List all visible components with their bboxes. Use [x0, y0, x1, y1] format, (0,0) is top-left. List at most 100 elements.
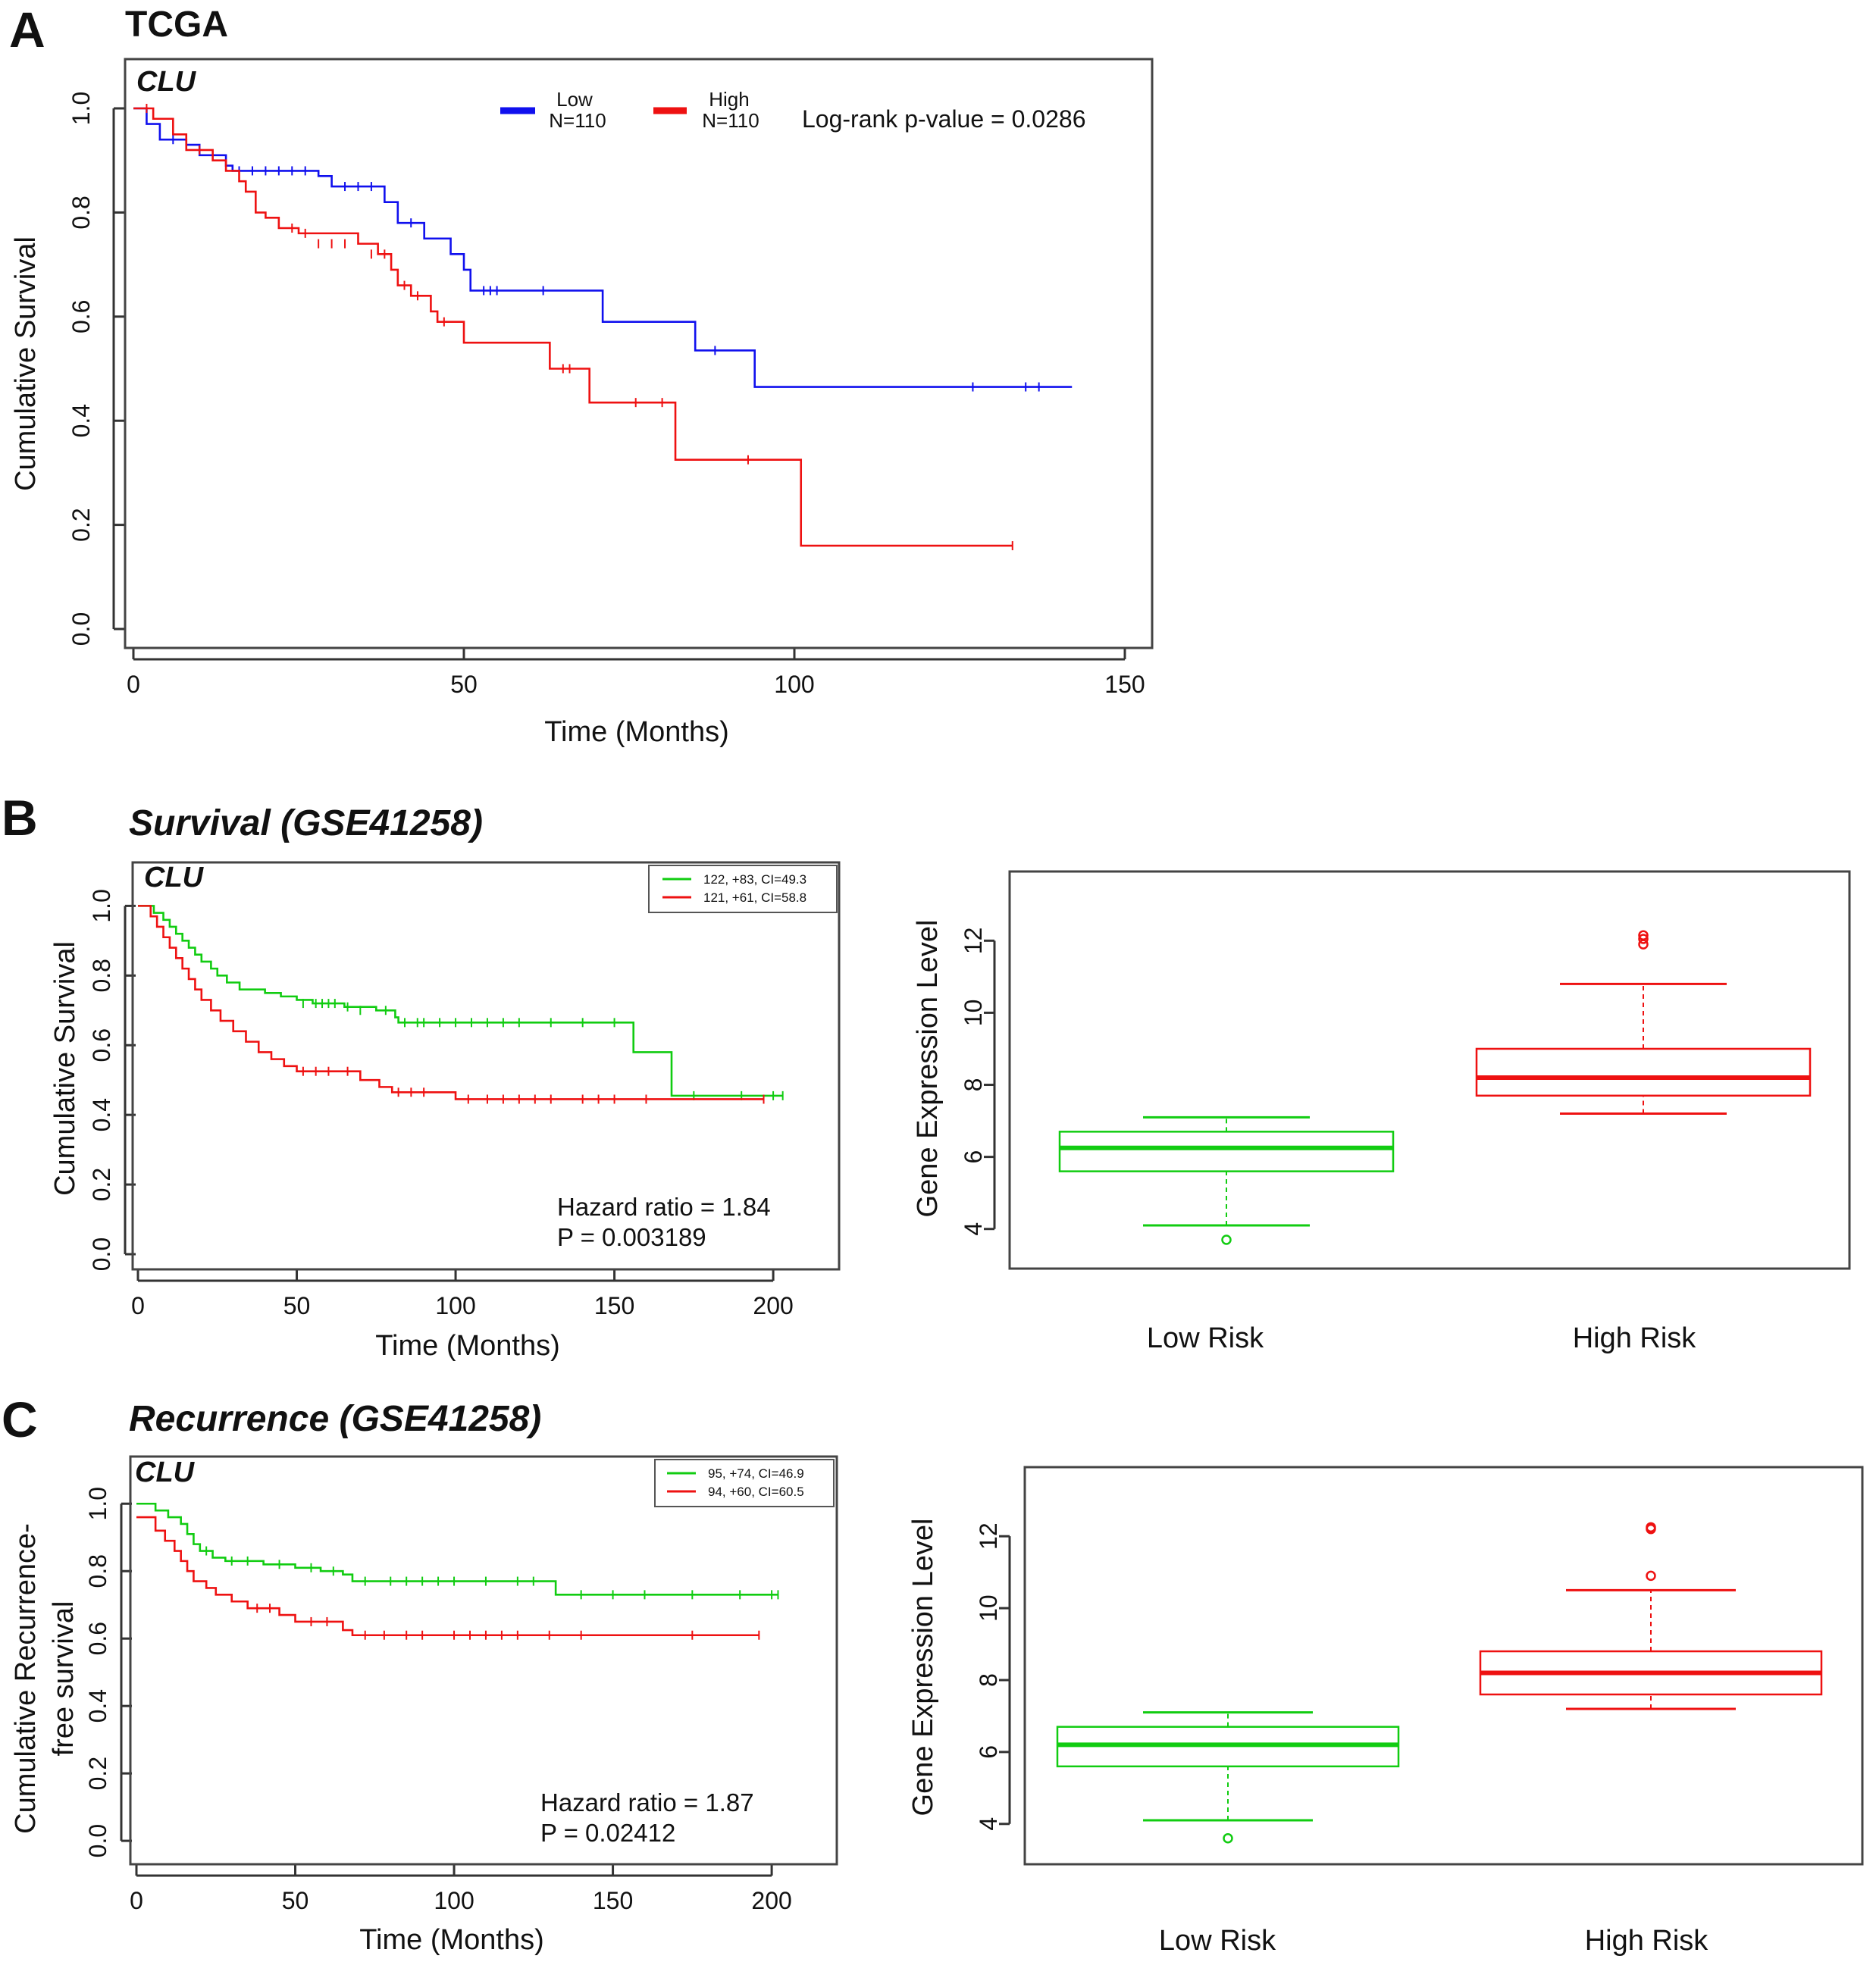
km-b-hazard-ratio: Hazard ratio = 1.84 — [557, 1193, 771, 1221]
x-tick-label: 0 — [127, 671, 140, 698]
panel-a-title: TCGA — [125, 5, 228, 45]
y-tick-label: 0.8 — [84, 1554, 111, 1588]
km-a-plot: 0 50 100 150 0.0 0.2 0.4 0.6 0.8 1.0 — [67, 92, 1145, 698]
km-b-frame — [131, 861, 841, 1271]
km-b-legend-green: 122, +83, CI=49.3 — [703, 872, 806, 887]
km-c-gene-label: CLU — [135, 1457, 196, 1488]
km-c-legend: 95, +74, CI=46.9 94, +60, CI=60.5 — [654, 1459, 835, 1507]
survival-curve-0 — [133, 107, 1073, 388]
y-tick-label: 10 — [975, 1594, 1002, 1622]
survival-curve-1 — [138, 905, 764, 1100]
y-tick-label: 0.4 — [67, 404, 95, 437]
legend-high-n: N=110 — [702, 109, 759, 132]
y-tick-label: 12 — [960, 928, 987, 955]
box-c-category-low: Low Risk — [1159, 1925, 1276, 1957]
outlier-point — [1646, 1570, 1656, 1582]
y-tick-label: 8 — [960, 1078, 987, 1092]
km-a-logrank: Log-rank p-value = 0.0286 — [802, 105, 1085, 133]
box-c-category-high: High Risk — [1585, 1925, 1709, 1957]
km-c-ylabel-line2: free survival — [48, 1601, 80, 1757]
box-iqr — [1475, 1047, 1812, 1097]
panel-b-letter: B — [2, 790, 38, 846]
panel-c-title: Recurrence (GSE41258) — [129, 1399, 541, 1439]
legend-high-name: High — [709, 88, 749, 111]
panel-b: B Survival (GSE41258) 0 50 100 150 200 0.0 0.2… — [2, 790, 1851, 1362]
km-b-legend-box — [648, 865, 838, 913]
outlier-point — [1638, 930, 1649, 940]
box-iqr — [1058, 1131, 1395, 1172]
legend-low-n: N=110 — [549, 109, 606, 132]
x-tick-label: 200 — [753, 1292, 793, 1319]
box-b-category-low: Low Risk — [1147, 1322, 1264, 1354]
y-tick-label: 10 — [960, 1000, 987, 1027]
y-tick-label: 1.0 — [84, 1487, 111, 1520]
panel-c-letter: C — [2, 1391, 38, 1447]
panel-c: C Recurrence (GSE41258) 0 50 100 150 2000.00… — [2, 1391, 1864, 1957]
x-tick-label: 50 — [282, 1887, 309, 1914]
box-c-ylabel: Gene Expression Level — [907, 1519, 939, 1816]
y-tick-label: 1.0 — [88, 889, 115, 922]
x-tick-label: 150 — [593, 1887, 633, 1914]
y-tick-label: 0.2 — [67, 508, 95, 541]
km-b-plot: 0 50 100 150 200 0.0 0.2 0.4 0.6 0.8 1.0 — [88, 889, 794, 1319]
panel-b-title: Survival (GSE41258) — [129, 803, 483, 843]
km-a-gene-label: CLU — [136, 66, 197, 98]
y-tick-label: 0.2 — [88, 1168, 115, 1201]
y-tick-label: 0.8 — [67, 196, 95, 229]
y-tick-label: 0.4 — [88, 1098, 115, 1131]
x-tick-label: 0 — [131, 1292, 145, 1319]
x-tick-label: 200 — [751, 1887, 791, 1914]
km-c-pvalue: P = 0.02412 — [540, 1819, 675, 1847]
survival-curve-1 — [136, 1516, 759, 1637]
y-tick-label: 6 — [975, 1745, 1002, 1759]
y-tick-label: 0.6 — [88, 1028, 115, 1062]
outlier-point — [1638, 934, 1649, 944]
km-c-ylabel-line1: Cumulative Recurrence- — [10, 1523, 42, 1834]
km-b-xlabel: Time (Months) — [375, 1330, 560, 1362]
survival-curve-0 — [136, 1502, 778, 1596]
outlier-point — [1221, 1234, 1232, 1245]
km-a-xlabel: Time (Months) — [544, 716, 729, 748]
km-b-legend: 122, +83, CI=49.3 121, +61, CI=58.8 — [648, 865, 838, 913]
x-tick-label: 100 — [434, 1887, 474, 1914]
y-tick-label: 1.0 — [67, 92, 95, 125]
y-tick-label: 12 — [975, 1522, 1002, 1550]
box-b-frame — [1008, 870, 1851, 1270]
y-tick-label: 0.6 — [84, 1622, 111, 1655]
y-tick-label: 8 — [975, 1673, 1002, 1687]
km-a-ylabel: Cumulative Survival — [10, 236, 42, 491]
km-b-gene-label: CLU — [144, 862, 205, 893]
box-b-plot: 4 6 8 10 12 — [960, 928, 1812, 1245]
km-b-pvalue: P = 0.003189 — [557, 1223, 706, 1251]
x-tick-label: 150 — [594, 1292, 634, 1319]
y-tick-label: 4 — [975, 1817, 1002, 1831]
x-tick-label: 0 — [130, 1887, 143, 1914]
y-tick-label: 4 — [960, 1222, 987, 1236]
km-a-frame — [124, 58, 1154, 649]
x-tick-label: 100 — [774, 671, 814, 698]
outlier-point — [1646, 1522, 1656, 1533]
km-c-plot: 0 50 100 150 200 0.0 0.2 0.4 0.6 0.8 1.0 — [84, 1487, 792, 1914]
km-c-legend-box — [654, 1459, 835, 1507]
box-c-plot: 4 6 8 10 12 — [975, 1522, 1823, 1844]
km-a-legend: Low N=110 High N=110 Log-rank p-value = … — [500, 88, 1085, 133]
box-b-ylabel: Gene Expression Level — [912, 920, 944, 1218]
panel-a: A TCGA 0 50 100 150 0.0 0.2 0.4 0.6 0.8 1.0 CLU L… — [9, 2, 1154, 748]
outlier-point — [1223, 1833, 1233, 1844]
y-tick-label: 0.6 — [67, 300, 95, 333]
y-tick-label: 0.0 — [88, 1238, 115, 1271]
km-c-xlabel: Time (Months) — [359, 1924, 544, 1956]
km-c-legend-red: 94, +60, CI=60.5 — [708, 1485, 804, 1499]
box-c-frame — [1023, 1466, 1864, 1866]
y-tick-label: 0.2 — [84, 1757, 111, 1790]
km-c-hazard-ratio: Hazard ratio = 1.87 — [540, 1788, 754, 1816]
survival-curve-0 — [138, 905, 783, 1097]
survival-curve-1 — [133, 107, 1013, 547]
x-tick-label: 100 — [435, 1292, 475, 1319]
km-b-ylabel: Cumulative Survival — [49, 941, 81, 1196]
x-tick-label: 50 — [450, 671, 478, 698]
km-c-legend-green: 95, +74, CI=46.9 — [708, 1466, 804, 1481]
y-tick-label: 0.0 — [67, 612, 95, 646]
legend-low-name: Low — [556, 88, 593, 111]
